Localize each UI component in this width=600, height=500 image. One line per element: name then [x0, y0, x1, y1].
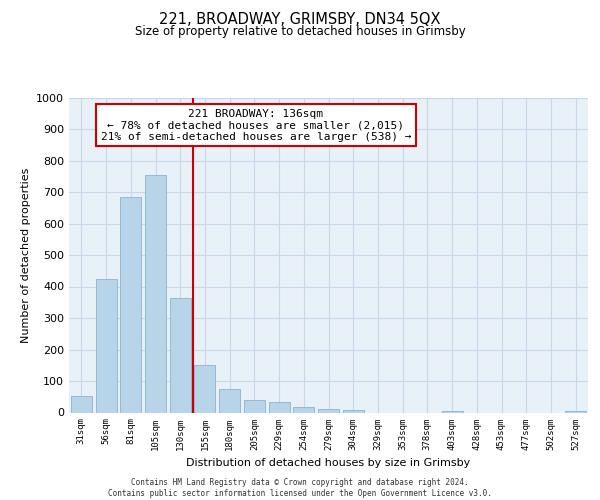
Bar — [194, 364, 215, 412]
Bar — [565, 411, 586, 412]
Text: Size of property relative to detached houses in Grimsby: Size of property relative to detached ho… — [134, 25, 466, 38]
Bar — [145, 174, 166, 412]
Bar — [95, 278, 116, 412]
Text: Contains HM Land Registry data © Crown copyright and database right 2024.
Contai: Contains HM Land Registry data © Crown c… — [108, 478, 492, 498]
Y-axis label: Number of detached properties: Number of detached properties — [20, 168, 31, 342]
X-axis label: Distribution of detached houses by size in Grimsby: Distribution of detached houses by size … — [187, 458, 470, 468]
Bar — [120, 196, 141, 412]
Text: 221 BROADWAY: 136sqm
← 78% of detached houses are smaller (2,015)
21% of semi-de: 221 BROADWAY: 136sqm ← 78% of detached h… — [101, 108, 411, 142]
Bar — [244, 400, 265, 412]
Bar — [219, 389, 240, 412]
Bar — [170, 298, 191, 412]
Bar — [318, 410, 339, 412]
Bar — [442, 411, 463, 412]
Bar — [71, 396, 92, 412]
Bar — [293, 407, 314, 412]
Bar — [269, 402, 290, 412]
Text: 221, BROADWAY, GRIMSBY, DN34 5QX: 221, BROADWAY, GRIMSBY, DN34 5QX — [159, 12, 441, 28]
Bar — [343, 410, 364, 412]
